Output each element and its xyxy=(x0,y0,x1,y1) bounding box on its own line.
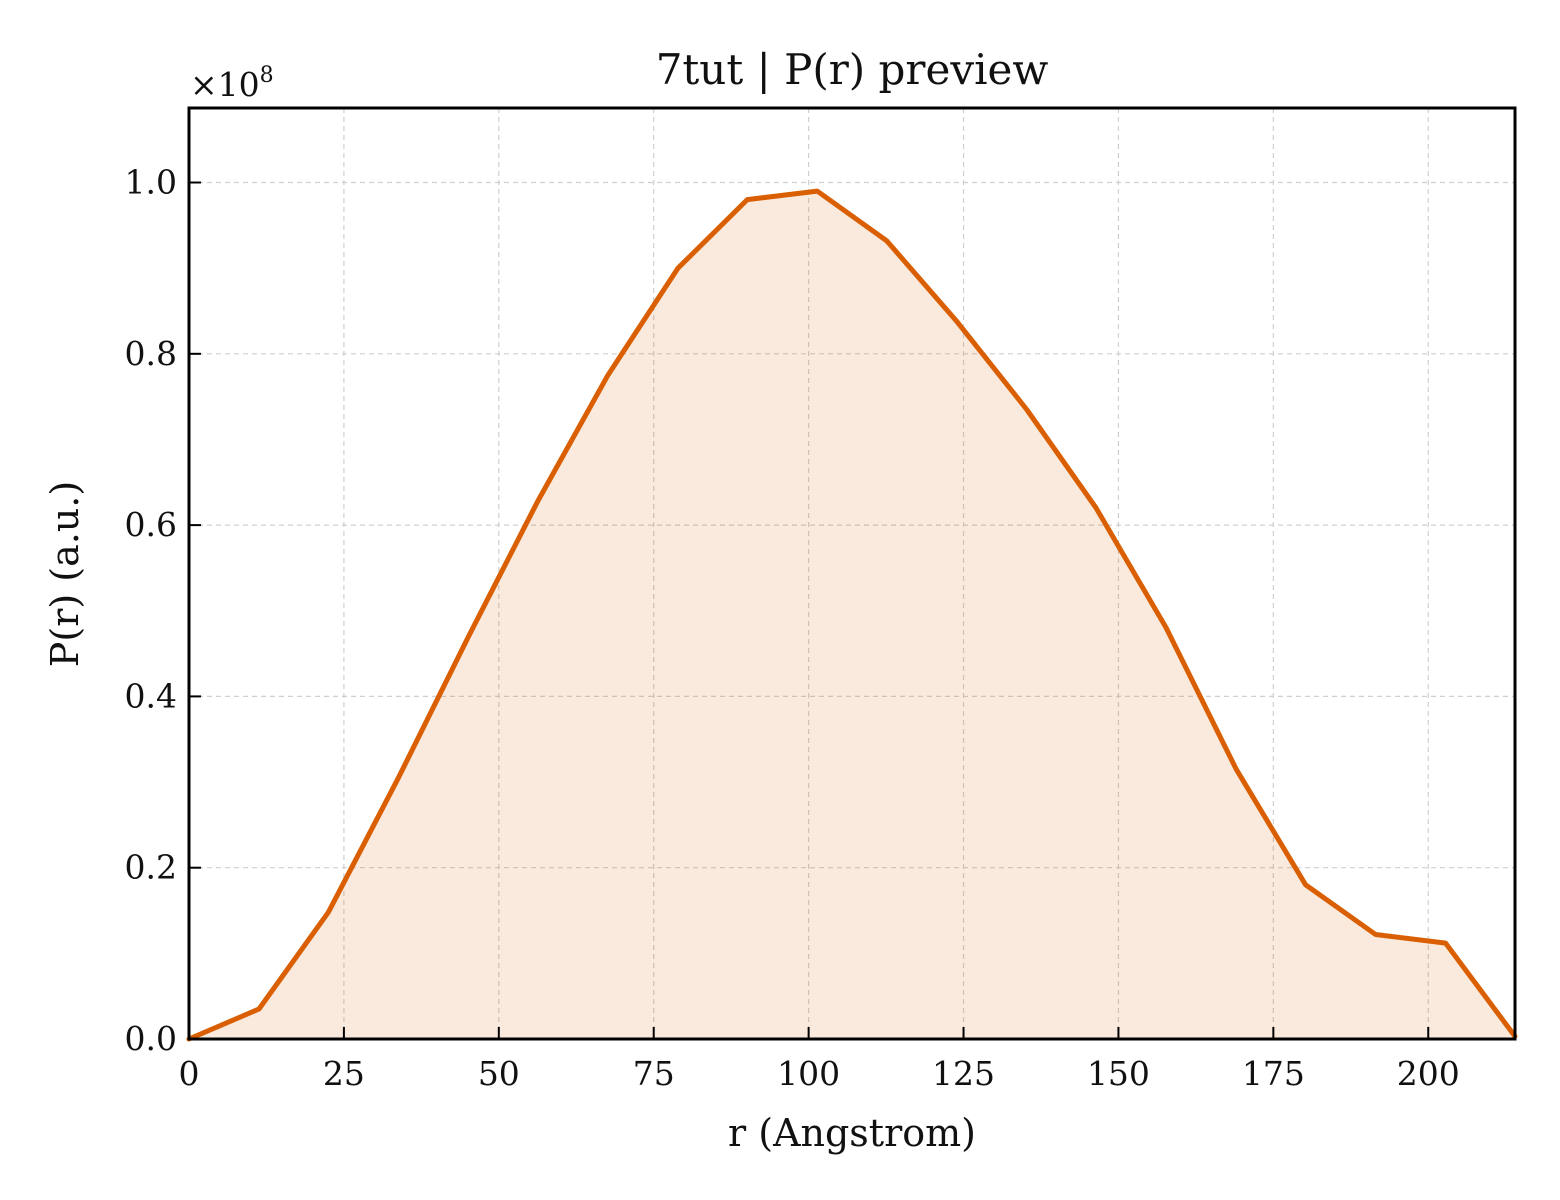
y-tick-label: 0.4 xyxy=(125,676,177,715)
ticks xyxy=(188,181,1430,1040)
grid xyxy=(189,108,1515,1039)
x-tick-label: 0 xyxy=(179,1054,200,1093)
x-tick-label: 100 xyxy=(777,1054,840,1093)
tick-labels: 0 25 50 75 100 125 150 175 200 0.0 0.2 0.4 0.6 0.8 1.0 xyxy=(125,163,1460,1093)
x-tick-label: 50 xyxy=(478,1054,520,1093)
area-fill xyxy=(189,191,1515,1040)
y-tick-label: 0.0 xyxy=(125,1019,177,1058)
series-line xyxy=(186,188,1518,1042)
x-tick-label: 200 xyxy=(1397,1054,1460,1093)
plot-frame xyxy=(187,106,1517,1041)
y-tick-label: 0.6 xyxy=(125,505,177,544)
x-axis-label: r (Angstrom) xyxy=(728,1111,976,1155)
x-tick-label: 125 xyxy=(932,1054,995,1093)
y-multiplier-label: ×108 xyxy=(190,63,274,104)
y-multiplier-base: ×10 xyxy=(190,65,260,104)
y-axis-label: P(r) (a.u.) xyxy=(43,481,87,667)
y-multiplier-exponent: 8 xyxy=(260,63,274,88)
x-tick-label: 25 xyxy=(323,1054,365,1093)
x-tick-label: 175 xyxy=(1242,1054,1305,1093)
chart-title: 7tut | P(r) preview xyxy=(656,45,1049,94)
x-tick-label: 150 xyxy=(1087,1054,1150,1093)
y-tick-label: 0.2 xyxy=(125,848,177,887)
x-tick-label: 75 xyxy=(633,1054,675,1093)
y-tick-label: 0.8 xyxy=(125,334,177,373)
y-tick-label: 1.0 xyxy=(125,163,177,202)
